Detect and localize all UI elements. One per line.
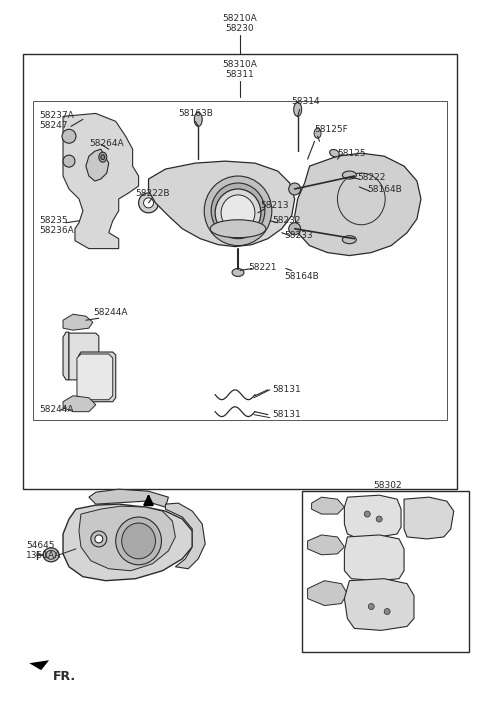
Ellipse shape bbox=[294, 103, 301, 116]
Text: 58314: 58314 bbox=[292, 98, 320, 106]
Text: 58230: 58230 bbox=[226, 24, 254, 33]
Text: 58244A: 58244A bbox=[93, 308, 127, 317]
Polygon shape bbox=[63, 396, 96, 412]
Text: 58221: 58221 bbox=[248, 262, 276, 272]
Text: 58310A: 58310A bbox=[223, 60, 257, 69]
Circle shape bbox=[288, 183, 300, 195]
Text: 58235: 58235 bbox=[39, 216, 68, 225]
Text: 1351AA: 1351AA bbox=[26, 551, 62, 560]
Bar bbox=[23, 54, 457, 489]
Ellipse shape bbox=[210, 220, 266, 238]
Polygon shape bbox=[69, 333, 99, 380]
Polygon shape bbox=[312, 497, 344, 514]
Ellipse shape bbox=[215, 189, 261, 237]
Ellipse shape bbox=[101, 155, 105, 160]
Text: 58302: 58302 bbox=[373, 481, 401, 490]
Polygon shape bbox=[308, 535, 344, 555]
Circle shape bbox=[139, 193, 158, 213]
Circle shape bbox=[376, 516, 382, 522]
Text: 58164B: 58164B bbox=[285, 272, 320, 281]
Ellipse shape bbox=[194, 113, 202, 126]
Ellipse shape bbox=[46, 550, 56, 559]
Polygon shape bbox=[79, 506, 175, 571]
Text: FR.: FR. bbox=[53, 670, 76, 683]
Ellipse shape bbox=[43, 548, 59, 562]
Circle shape bbox=[91, 531, 107, 547]
Text: 58164B: 58164B bbox=[367, 185, 402, 194]
Text: 58233: 58233 bbox=[285, 230, 313, 240]
Polygon shape bbox=[344, 495, 401, 537]
Text: 58264A: 58264A bbox=[89, 139, 123, 148]
Polygon shape bbox=[148, 161, 295, 247]
Polygon shape bbox=[63, 504, 192, 581]
Polygon shape bbox=[86, 149, 109, 181]
Text: 58311: 58311 bbox=[226, 69, 254, 79]
Ellipse shape bbox=[99, 152, 107, 162]
Polygon shape bbox=[308, 581, 348, 605]
Text: 58222: 58222 bbox=[357, 173, 386, 182]
Polygon shape bbox=[404, 497, 454, 539]
Circle shape bbox=[384, 608, 390, 615]
Text: 58213: 58213 bbox=[260, 201, 288, 210]
Polygon shape bbox=[63, 332, 69, 380]
Ellipse shape bbox=[330, 150, 339, 157]
Ellipse shape bbox=[204, 176, 272, 245]
Text: 58131: 58131 bbox=[272, 410, 300, 419]
Polygon shape bbox=[295, 153, 421, 255]
Polygon shape bbox=[63, 113, 139, 249]
Text: 58163B: 58163B bbox=[179, 109, 213, 118]
Circle shape bbox=[288, 223, 300, 235]
Text: 58210A: 58210A bbox=[223, 14, 257, 23]
Circle shape bbox=[62, 129, 76, 143]
Ellipse shape bbox=[342, 235, 356, 244]
Bar bbox=[33, 101, 447, 420]
Ellipse shape bbox=[116, 517, 161, 565]
Polygon shape bbox=[63, 314, 93, 330]
Circle shape bbox=[368, 603, 374, 610]
Circle shape bbox=[144, 198, 154, 208]
Text: 58125: 58125 bbox=[337, 149, 366, 158]
Text: 58236A: 58236A bbox=[39, 225, 74, 235]
Polygon shape bbox=[77, 354, 113, 400]
Text: 58232: 58232 bbox=[272, 216, 300, 225]
Bar bbox=[301, 491, 468, 652]
Ellipse shape bbox=[221, 195, 255, 230]
Text: 58247: 58247 bbox=[39, 121, 68, 130]
Ellipse shape bbox=[342, 171, 356, 179]
Polygon shape bbox=[166, 503, 205, 569]
Text: 54645: 54645 bbox=[26, 541, 55, 550]
Text: 58125F: 58125F bbox=[314, 125, 348, 134]
Polygon shape bbox=[29, 660, 49, 670]
Ellipse shape bbox=[211, 183, 265, 239]
Polygon shape bbox=[344, 579, 414, 630]
Polygon shape bbox=[89, 489, 168, 507]
Ellipse shape bbox=[232, 269, 244, 277]
Ellipse shape bbox=[314, 128, 321, 138]
Text: 58131: 58131 bbox=[272, 385, 300, 393]
Polygon shape bbox=[344, 535, 404, 581]
Circle shape bbox=[63, 155, 75, 167]
Text: 58237A: 58237A bbox=[39, 111, 74, 121]
Text: 58244A: 58244A bbox=[39, 405, 73, 414]
Text: 58222B: 58222B bbox=[136, 189, 170, 198]
Circle shape bbox=[364, 511, 370, 517]
Circle shape bbox=[95, 535, 103, 543]
Ellipse shape bbox=[122, 523, 156, 559]
Polygon shape bbox=[79, 352, 116, 402]
